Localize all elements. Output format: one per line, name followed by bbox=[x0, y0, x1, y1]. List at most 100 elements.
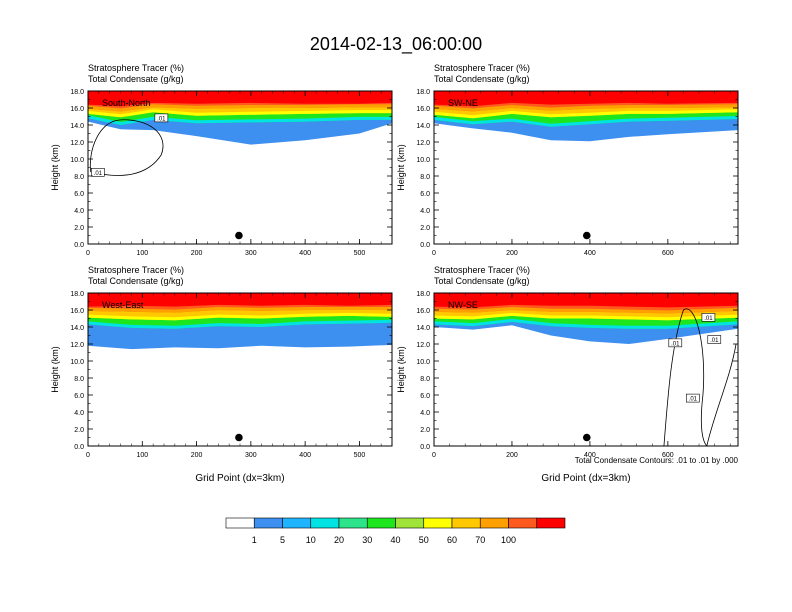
panels-group: Stratosphere Tracer (%)Total Condensate … bbox=[50, 63, 739, 484]
y-axis-label: Height (km) bbox=[50, 346, 60, 393]
x-tick-label: 200 bbox=[191, 452, 203, 459]
tracer-band-100 bbox=[88, 91, 392, 107]
tracer-band-shade-20 bbox=[434, 318, 738, 329]
panel-label: West-East bbox=[102, 300, 144, 310]
tracer-band-100 bbox=[434, 293, 738, 308]
panel-subtitle: Total Condensate (g/kg) bbox=[434, 276, 530, 286]
y-tick-label: 10.0 bbox=[416, 359, 430, 366]
panel-subtitle: Total Condensate (g/kg) bbox=[434, 74, 530, 84]
y-tick-label: 14.0 bbox=[416, 123, 430, 130]
y-axis-label: Height (km) bbox=[396, 144, 406, 191]
tracer-field bbox=[434, 293, 738, 446]
colorbar-swatch bbox=[338, 517, 368, 529]
y-tick-label: 12.0 bbox=[70, 342, 84, 349]
x-tick-label: 300 bbox=[245, 452, 257, 459]
y-tick-label: 0.0 bbox=[420, 242, 430, 249]
colorbar-label: 50 bbox=[419, 535, 429, 545]
panel-subtitle: Total Condensate (g/kg) bbox=[88, 74, 184, 84]
y-tick-label: 6.0 bbox=[74, 393, 84, 400]
y-tick-label: 14.0 bbox=[416, 325, 430, 332]
panel-title: Stratosphere Tracer (%) bbox=[434, 63, 530, 73]
location-marker bbox=[235, 433, 243, 442]
condensate-contour bbox=[706, 343, 737, 446]
x-tick-label: 600 bbox=[662, 452, 674, 459]
tracer-band-shade-50 bbox=[88, 109, 392, 118]
y-tick-label: 16.0 bbox=[416, 308, 430, 315]
y-tick-label: 4.0 bbox=[74, 410, 84, 417]
y-tick-label: 16.0 bbox=[70, 308, 84, 315]
location-marker bbox=[582, 433, 591, 442]
x-tick-label: 0 bbox=[432, 250, 436, 257]
y-tick-label: 18.0 bbox=[416, 291, 430, 298]
y-tick-label: 2.0 bbox=[74, 225, 84, 232]
colorbar-swatch bbox=[225, 517, 255, 529]
colorbar-swatch bbox=[451, 517, 481, 529]
tracer-band-shade-70 bbox=[88, 104, 392, 112]
panel-label: SW-NE bbox=[448, 98, 478, 108]
x-tick-label: 400 bbox=[584, 452, 596, 459]
y-axis-label: Height (km) bbox=[50, 144, 60, 191]
colorbar-label: 60 bbox=[447, 535, 457, 545]
contour-footnote: Total Condensate Contours: .01 to .01 by… bbox=[575, 456, 739, 465]
location-marker bbox=[235, 231, 243, 240]
tracer-field bbox=[434, 91, 738, 142]
y-tick-label: 10.0 bbox=[70, 157, 84, 164]
y-tick-label: 2.0 bbox=[74, 427, 84, 434]
y-tick-label: 2.0 bbox=[420, 427, 430, 434]
x-tick-label: 0 bbox=[86, 452, 90, 459]
chart-panel-4: Stratosphere Tracer (%)Total Condensate … bbox=[396, 265, 739, 484]
panel-title: Stratosphere Tracer (%) bbox=[434, 265, 530, 275]
colorbar-swatch bbox=[282, 517, 312, 529]
tracer-band-shade-50 bbox=[88, 312, 392, 321]
y-tick-label: 2.0 bbox=[420, 225, 430, 232]
chart-panel-3: Stratosphere Tracer (%)Total Condensate … bbox=[50, 265, 393, 484]
x-tick-label: 400 bbox=[299, 250, 311, 257]
colorbar-swatch bbox=[395, 517, 425, 529]
x-tick-label: 600 bbox=[662, 250, 674, 257]
y-tick-label: 4.0 bbox=[420, 208, 430, 215]
tracer-band-shade-70 bbox=[88, 307, 392, 313]
x-tick-label: 200 bbox=[506, 250, 518, 257]
contour-label: .01 bbox=[94, 171, 103, 177]
panel-label: NW-SE bbox=[448, 300, 478, 310]
tracer-band-shade-50 bbox=[434, 109, 738, 119]
colorbar-label: 5 bbox=[280, 535, 285, 545]
x-tick-label: 200 bbox=[191, 250, 203, 257]
panel-subtitle: Total Condensate (g/kg) bbox=[88, 276, 184, 286]
colorbar-label: 20 bbox=[334, 535, 344, 545]
y-tick-label: 18.0 bbox=[70, 89, 84, 96]
colorbar-swatch bbox=[536, 517, 566, 529]
tracer-band-100 bbox=[88, 293, 392, 307]
tracer-band-shade-20 bbox=[88, 115, 392, 125]
y-tick-label: 18.0 bbox=[70, 291, 84, 298]
contour-label: .01 bbox=[689, 397, 698, 403]
location-marker bbox=[582, 231, 591, 240]
y-tick-label: 6.0 bbox=[420, 191, 430, 198]
tracer-band-100 bbox=[434, 91, 738, 107]
colorbar-swatch bbox=[423, 517, 453, 529]
y-tick-label: 10.0 bbox=[70, 359, 84, 366]
y-tick-label: 8.0 bbox=[74, 174, 84, 181]
contour-label: .01 bbox=[704, 316, 713, 322]
y-tick-label: 8.0 bbox=[420, 376, 430, 383]
tracer-band-shade-70 bbox=[434, 307, 738, 314]
colorbar-label: 30 bbox=[362, 535, 372, 545]
x-tick-label: 0 bbox=[432, 452, 436, 459]
colorbar-label: 40 bbox=[390, 535, 400, 545]
panel-title: Stratosphere Tracer (%) bbox=[88, 63, 184, 73]
y-tick-label: 0.0 bbox=[420, 444, 430, 451]
y-axis-label: Height (km) bbox=[396, 346, 406, 393]
y-tick-label: 14.0 bbox=[70, 123, 84, 130]
colorbar-swatch bbox=[366, 517, 396, 529]
chart-panel-2: Stratosphere Tracer (%)Total Condensate … bbox=[396, 63, 739, 257]
y-tick-label: 8.0 bbox=[74, 376, 84, 383]
y-tick-label: 4.0 bbox=[74, 208, 84, 215]
x-tick-label: 200 bbox=[506, 452, 518, 459]
x-tick-label: 500 bbox=[354, 452, 366, 459]
x-axis-label: Grid Point (dx=3km) bbox=[541, 473, 630, 484]
panel-title: Stratosphere Tracer (%) bbox=[88, 265, 184, 275]
contour-label-box bbox=[707, 335, 722, 344]
y-tick-label: 12.0 bbox=[416, 342, 430, 349]
y-tick-label: 18.0 bbox=[416, 89, 430, 96]
x-tick-label: 500 bbox=[354, 250, 366, 257]
